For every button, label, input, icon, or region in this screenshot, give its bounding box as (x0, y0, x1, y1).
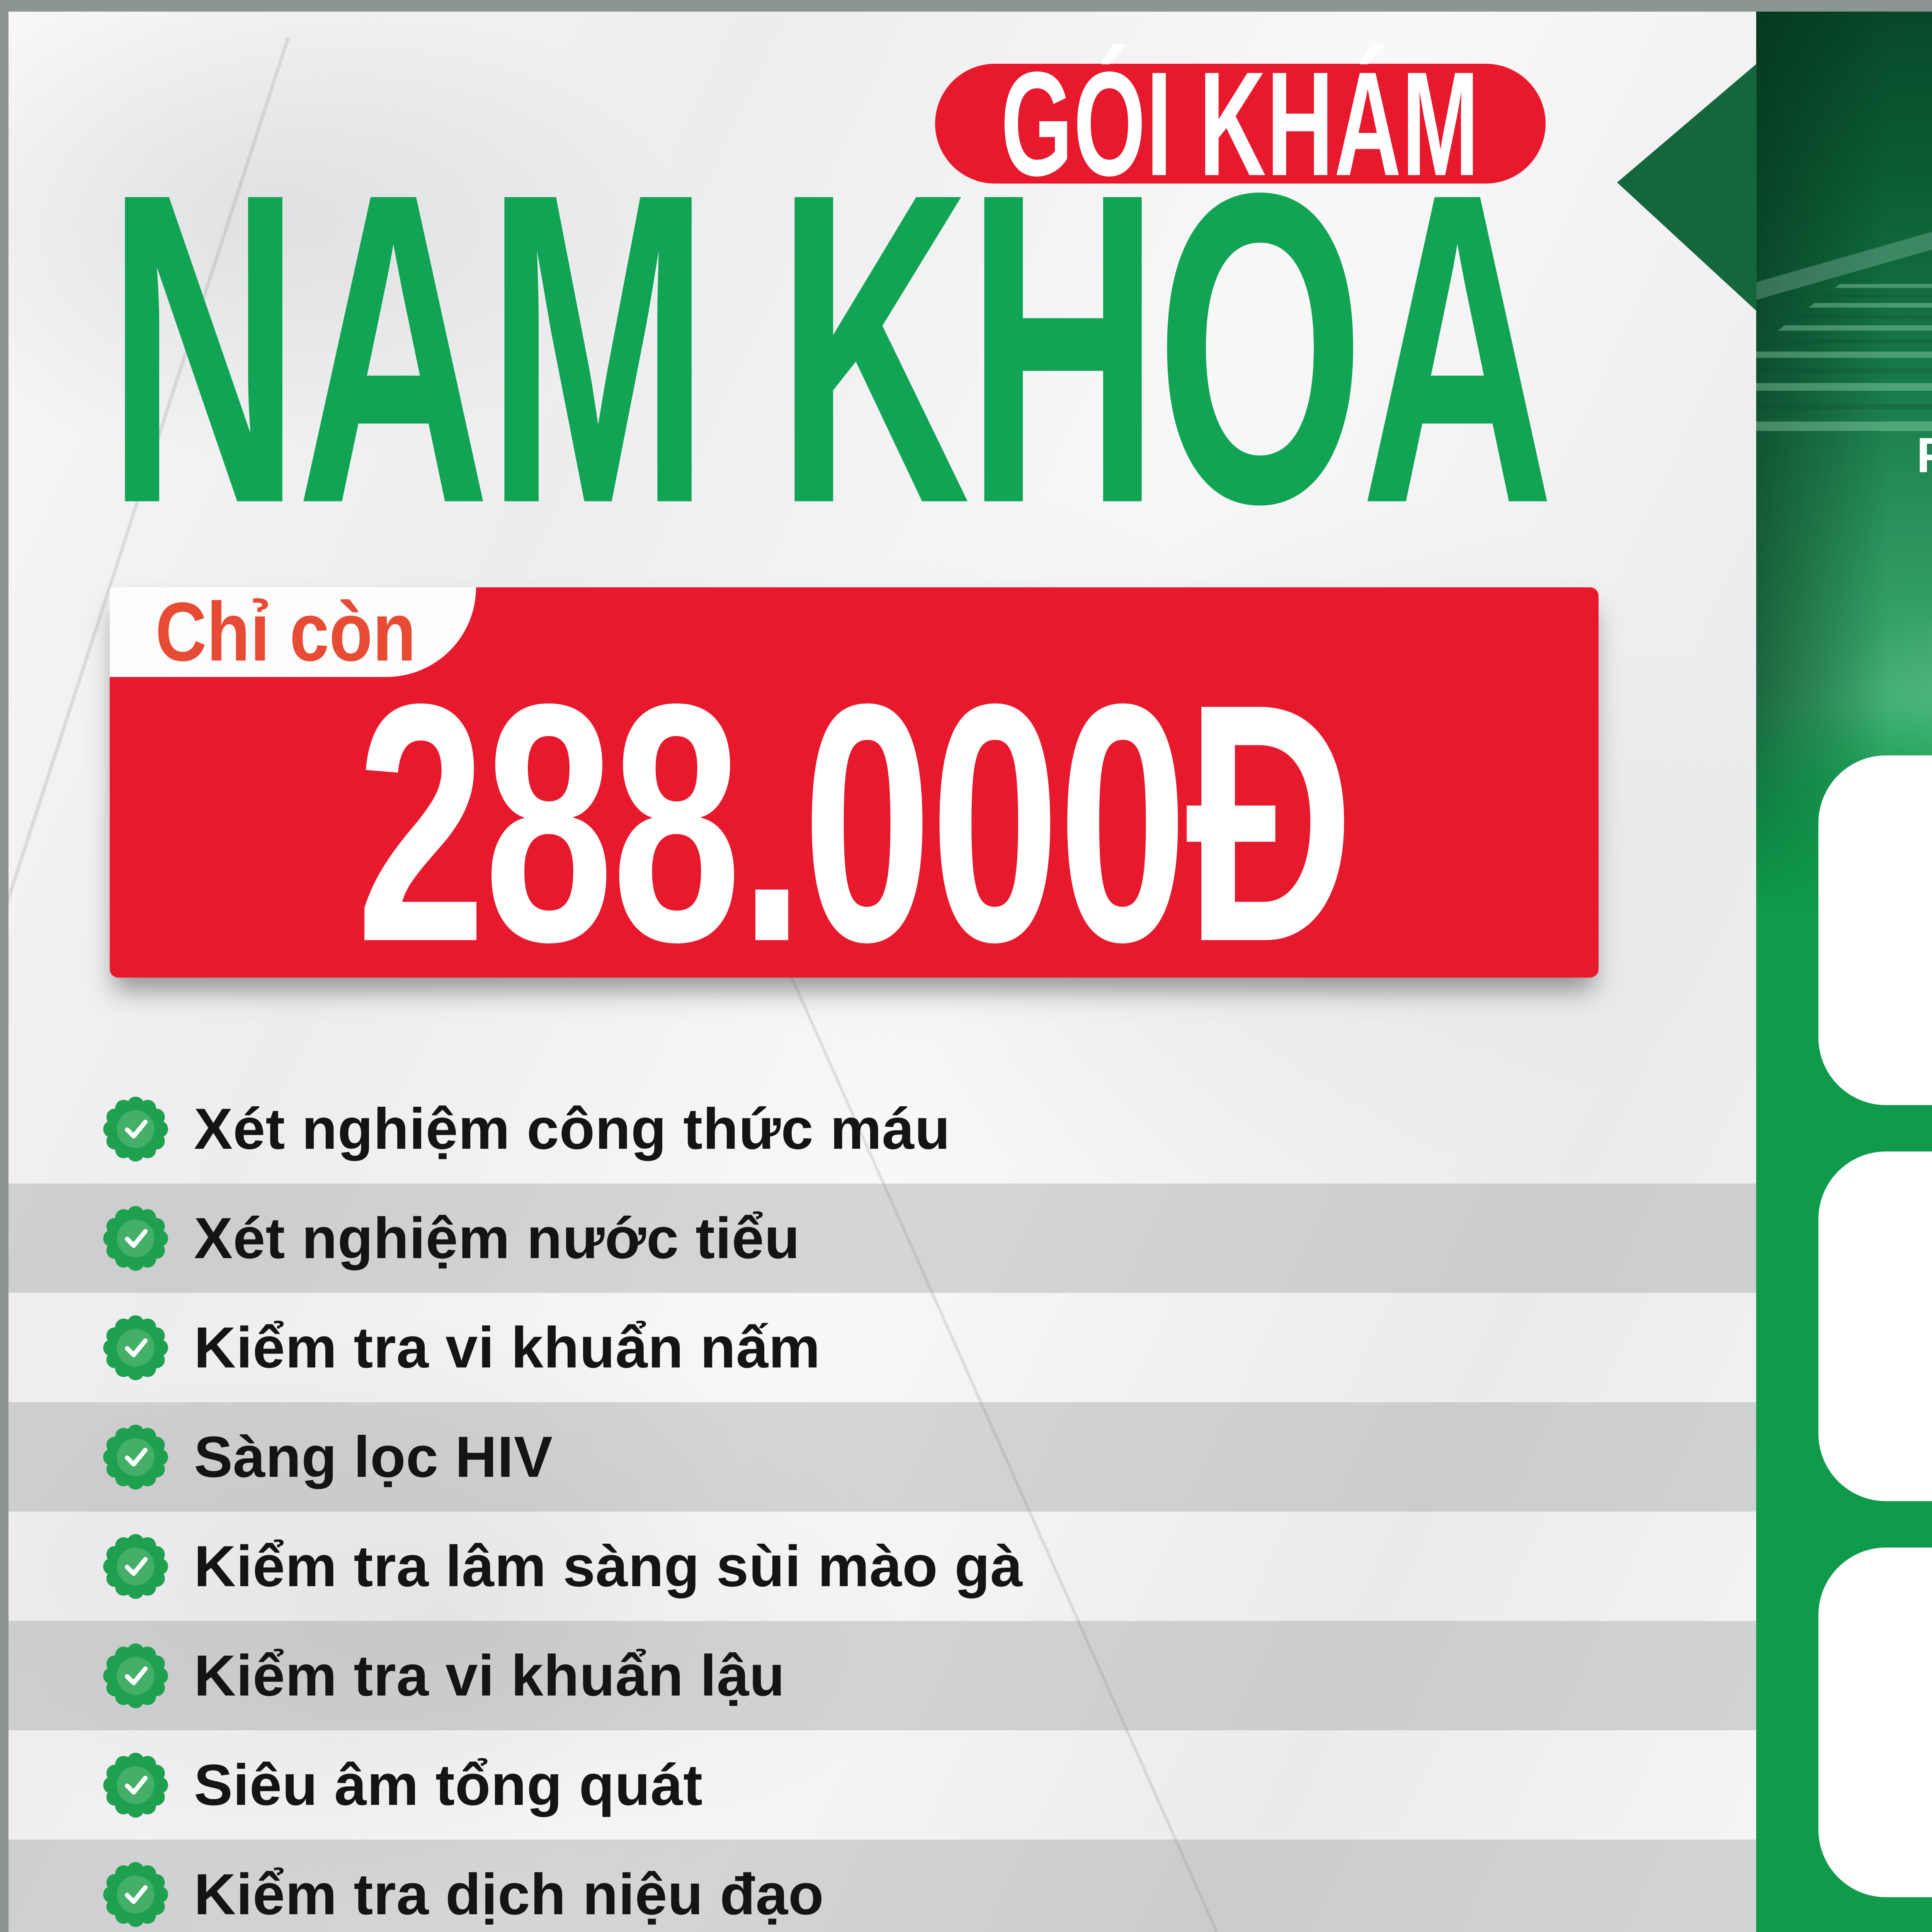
check-badge-icon (103, 1534, 168, 1599)
offer-cards: CHI PHÍ THỦ THUẬT GIẢM 50 % CHI PHÍ ĐIỀU… (1818, 755, 1932, 1932)
check-badge-icon (103, 1096, 168, 1162)
price-amount-value: 288.000Đ (356, 633, 1354, 1012)
clinic-name: ĐÀ LẠT (1756, 486, 1932, 583)
service-item: Kiểm tra vi khuẩn nấm (9, 1293, 1756, 1402)
service-label: Xét nghiệm nước tiểu (194, 1206, 800, 1270)
service-label: Sàng lọc HIV (194, 1424, 553, 1489)
service-item: Xét nghiệm nước tiểu (9, 1184, 1756, 1293)
check-badge-icon (103, 1206, 168, 1271)
service-item: Sàng lọc HIV (9, 1402, 1756, 1512)
service-item: Siêu âm tổng quát (9, 1730, 1756, 1840)
service-item: Kiểm tra vi khuẩn lậu (9, 1621, 1756, 1730)
package-badge-label: GÓI KHÁM (1001, 40, 1480, 207)
service-item: Xét nghiệm công thức máu (9, 1074, 1756, 1184)
check-badge-icon (103, 1424, 168, 1490)
service-label: Kiểm tra vi khuẩn nấm (194, 1315, 821, 1380)
price-banner: Chỉ còn 288.000Đ (110, 587, 1599, 992)
package-badge: GÓI KHÁM (935, 49, 1546, 198)
service-label: Siêu âm tổng quát (194, 1752, 703, 1817)
service-list: Xét nghiệm công thức máu Xét nghiệm nước… (9, 1074, 1756, 1932)
service-label: Xét nghiệm công thức máu (194, 1096, 951, 1161)
service-item: Kiểm tra lâm sàng sùi mào gà (9, 1512, 1756, 1621)
offer-card: CHI PHÍ ĐIỀU TRỊ GIẢM 30 % (1818, 1151, 1932, 1501)
price-tab: Chỉ còn (110, 587, 476, 677)
offer-card: CHI PHÍ KIỂM TRA GIẢM 30 % (1818, 1548, 1932, 1897)
left-section: GÓI KHÁM NAM KHOA Chỉ còn 288.000Đ (9, 12, 1756, 1932)
poster-canvas: GÓI KHÁM NAM KHOA Chỉ còn 288.000Đ (9, 12, 1932, 1932)
offer-value: 30 % (1818, 1272, 1932, 1464)
service-label: Kiểm tra dịch niệu đạo (194, 1862, 824, 1927)
offer-title: CHI PHÍ KIỂM TRA GIẢM (1818, 1582, 1932, 1661)
price-amount: 288.000Đ (110, 653, 1599, 992)
corridor-ceiling (1756, 284, 1932, 440)
offer-title: CHI PHÍ THỦ THUẬT GIẢM (1818, 789, 1932, 869)
price-tab-label: Chỉ còn (155, 585, 416, 679)
service-label: Kiểm tra vi khuẩn lậu (194, 1643, 785, 1708)
check-badge-icon (103, 1752, 168, 1818)
poster-title: NAM KHOA (107, 101, 1554, 595)
offer-title: CHI PHÍ ĐIỀU TRỊ GIẢM (1818, 1185, 1932, 1265)
service-item: Kiểm tra dịch niệu đạo (9, 1840, 1756, 1932)
offer-value: 50 % (1818, 876, 1932, 1068)
clinic-type: Phòng khám đa khoa (1756, 427, 1932, 484)
clinic-panel: Phòng khám đa khoa ĐÀ LẠT CHI PHÍ THỦ TH… (1617, 12, 1932, 1932)
check-badge-icon (103, 1643, 168, 1708)
offer-value: 30 % (1818, 1668, 1932, 1860)
check-badge-icon (103, 1862, 168, 1927)
check-badge-icon (103, 1315, 168, 1380)
offer-card: CHI PHÍ THỦ THUẬT GIẢM 50 % (1818, 755, 1932, 1105)
service-label: Kiểm tra lâm sàng sùi mào gà (194, 1534, 1023, 1599)
